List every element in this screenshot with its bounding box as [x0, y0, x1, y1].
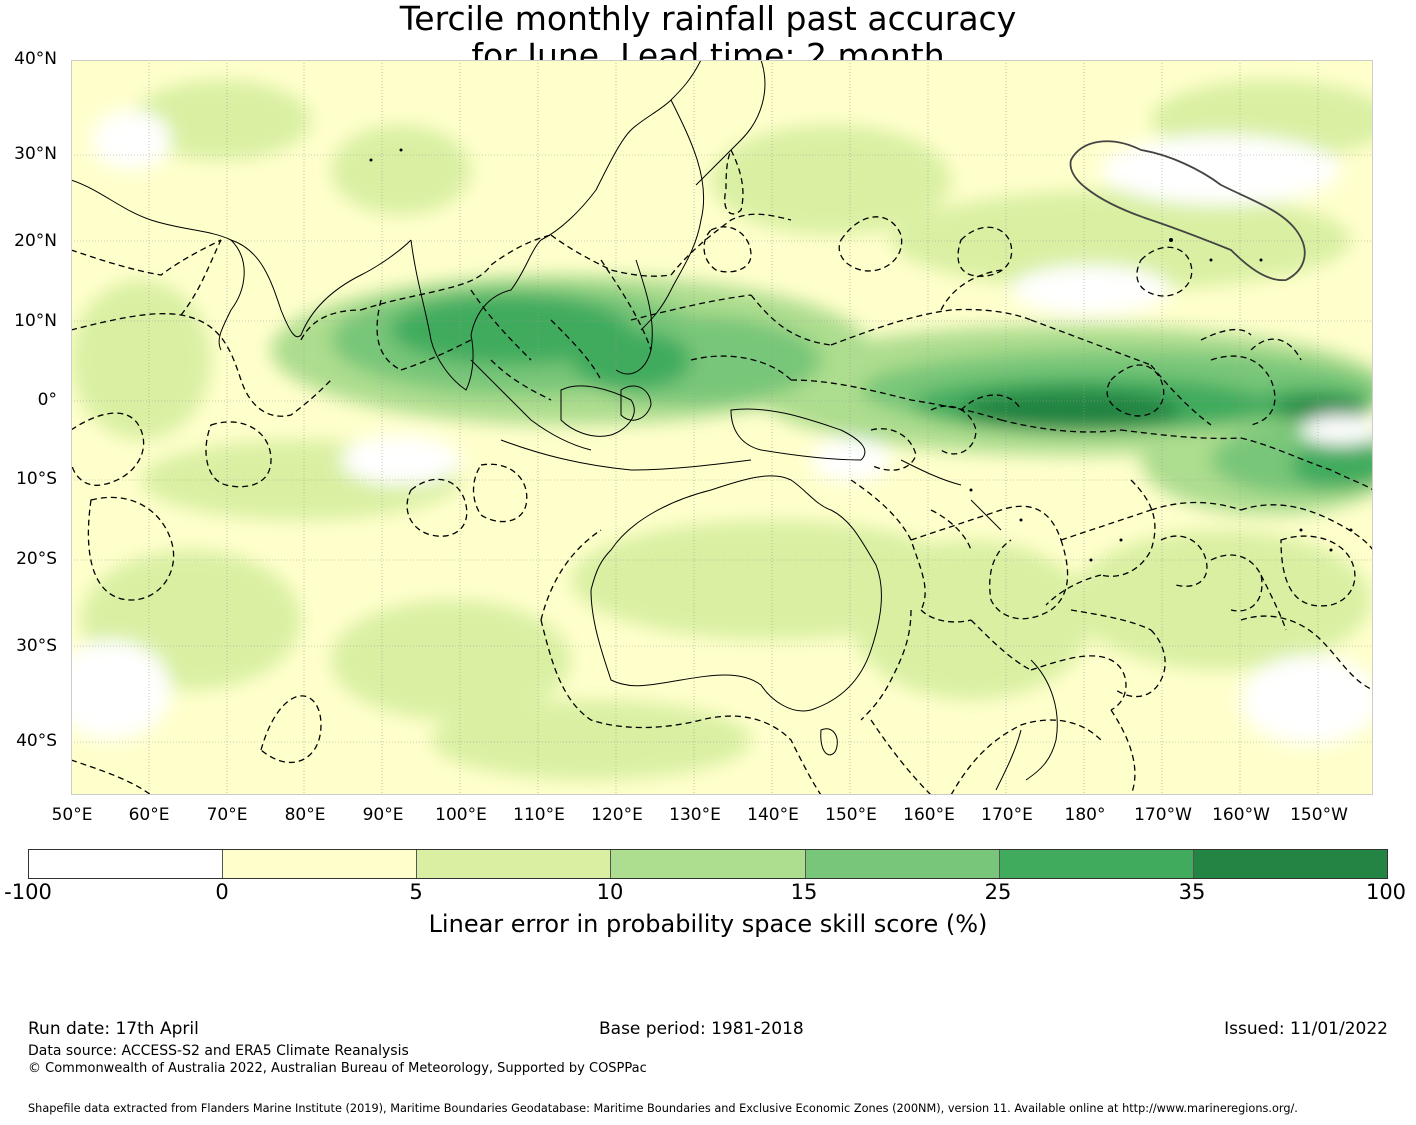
lon-label-120e: 120°E [591, 805, 643, 825]
graticule [71, 60, 1373, 795]
lat-label-30n: 30°N [14, 144, 57, 164]
lat-label-30s: 30°S [16, 636, 57, 656]
colorbar-tick-label: 10 [596, 880, 624, 904]
colorbar-label: Linear error in probability space skill … [428, 910, 988, 938]
colorbar-tick-label: 0 [215, 880, 229, 904]
hawaii-eez-outline [1069, 140, 1306, 281]
colorbar-tick-label: 25 [984, 880, 1012, 904]
lat-label-20s: 20°S [16, 549, 57, 569]
lon-label-60e: 60°E [128, 805, 170, 825]
lon-label-80e: 80°E [284, 805, 326, 825]
colorbar-segment-5 [805, 850, 1000, 878]
colorbar-segment-2 [223, 850, 418, 878]
skill-shading [71, 80, 1373, 780]
colorbar-tick-label: 15 [790, 880, 818, 904]
colorbar [28, 849, 1388, 879]
lon-label-50e: 50°E [51, 805, 93, 825]
colorbar-segment-6 [999, 850, 1194, 878]
lat-label-10n: 10°N [14, 311, 57, 331]
lon-label-90e: 90°E [362, 805, 404, 825]
copyright-notice: © Commonwealth of Australia 2022, Austra… [28, 1061, 647, 1076]
coastlines [71, 60, 1058, 791]
lon-label-180: 180° [1064, 805, 1106, 825]
lat-label-10s: 10°S [16, 469, 57, 489]
lat-label-40s: 40°S [16, 731, 57, 751]
lat-label-40n: 40°N [14, 49, 57, 69]
lon-label-70e: 70°E [206, 805, 248, 825]
colorbar-tick-label: 35 [1178, 880, 1206, 904]
islands [369, 148, 1353, 562]
run-date: Run date: 17th April [28, 1019, 199, 1039]
shapefile-credit: Shapefile data extracted from Flanders M… [28, 1102, 1298, 1115]
colorbar-segment-4 [611, 850, 806, 878]
lon-label-160w: 160°W [1212, 805, 1270, 825]
colorbar-tick-label: -100 [4, 880, 52, 904]
lon-label-150w: 150°W [1290, 805, 1348, 825]
eez-boundaries [71, 148, 1373, 795]
lon-label-140e: 140°E [747, 805, 799, 825]
lon-label-170w: 170°W [1134, 805, 1192, 825]
lon-label-110e: 110°E [513, 805, 565, 825]
skill-score-map [71, 60, 1373, 795]
lon-label-130e: 130°E [669, 805, 721, 825]
colorbar-segment-7 [1193, 850, 1387, 878]
lon-label-150e: 150°E [825, 805, 877, 825]
colorbar-tick-label: 100 [1365, 880, 1407, 904]
data-source: Data source: ACCESS-S2 and ERA5 Climate … [28, 1043, 409, 1059]
lon-label-100e: 100°E [435, 805, 487, 825]
lat-label-0: 0° [37, 390, 57, 410]
base-period: Base period: 1981-2018 [599, 1019, 804, 1039]
colorbar-tick-label: 5 [409, 880, 423, 904]
colorbar-segment-3 [417, 850, 612, 878]
lon-label-170e: 170°E [981, 805, 1033, 825]
lon-label-160e: 160°E [903, 805, 955, 825]
colorbar-segment-1 [29, 850, 224, 878]
map-title-line1: Tercile monthly rainfall past accuracy [399, 0, 1017, 38]
lat-label-20n: 20°N [14, 231, 57, 251]
issued-date: Issued: 11/01/2022 [1224, 1019, 1388, 1039]
